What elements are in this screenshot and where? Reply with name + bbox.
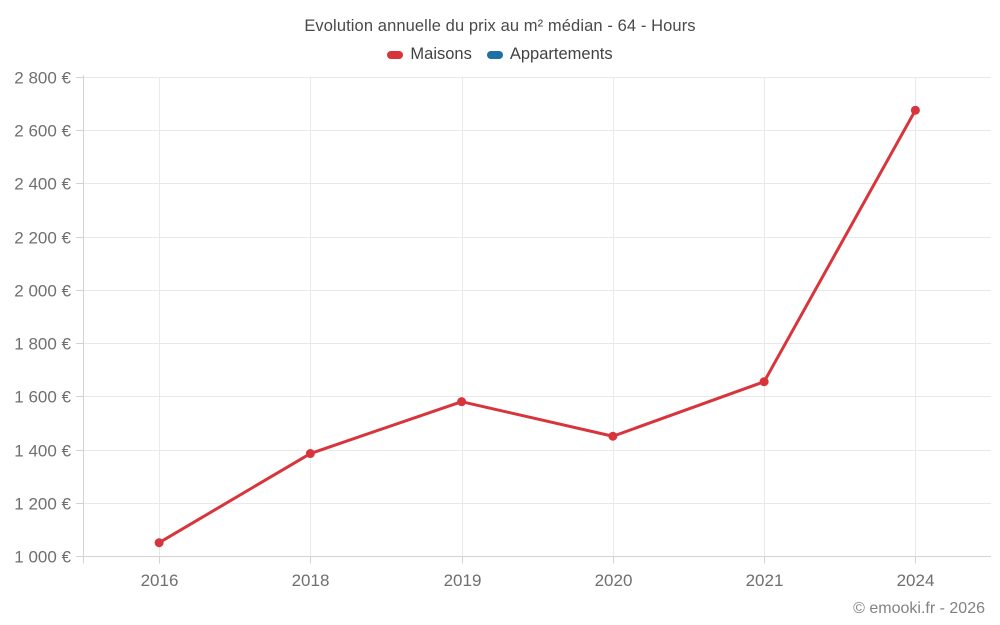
chart-title: Evolution annuelle du prix au m² médian …	[304, 17, 696, 35]
y-tick-label: 2 400 €	[14, 175, 71, 194]
x-tick-label: 2019	[444, 571, 482, 590]
y-tick-label: 2 200 €	[14, 229, 71, 248]
legend-item-appartements[interactable]: Appartements	[486, 45, 613, 64]
legend-label-appartements: Appartements	[509, 45, 613, 63]
y-tick-label: 1 600 €	[14, 388, 71, 407]
y-tick-label: 1 000 €	[14, 548, 71, 567]
data-point-maisons-2019[interactable]	[457, 397, 467, 407]
data-point-maisons-2018[interactable]	[305, 449, 315, 459]
y-tick-label: 2 800 €	[14, 69, 71, 88]
y-tick-label: 1 200 €	[14, 495, 71, 514]
y-tick-label: 1 400 €	[14, 442, 71, 461]
watermark: © emooki.fr - 2026	[853, 600, 985, 617]
data-point-maisons-2020[interactable]	[608, 431, 618, 441]
x-tick-label: 2020	[595, 571, 633, 590]
data-point-maisons-2024[interactable]	[910, 105, 920, 115]
legend-swatch-appartements-icon	[486, 50, 503, 59]
legend-swatch-maisons-icon	[387, 50, 404, 59]
x-tick-label: 2024	[897, 571, 935, 590]
y-tick-label: 2 000 €	[14, 282, 71, 301]
series-line-maisons	[157, 108, 917, 545]
x-tick-label: 2018	[292, 571, 330, 590]
legend-item-maisons[interactable]: Maisons	[387, 45, 472, 64]
legend-label-maisons: Maisons	[410, 45, 472, 63]
data-point-maisons-2021[interactable]	[759, 377, 769, 387]
y-tick-label: 1 800 €	[14, 335, 71, 354]
x-tick-label: 2016	[141, 571, 179, 590]
chart-legend: Maisons Appartements	[0, 45, 1000, 64]
y-tick-label: 2 600 €	[14, 122, 71, 141]
x-tick-label: 2021	[746, 571, 784, 590]
data-point-maisons-2016[interactable]	[154, 538, 164, 548]
